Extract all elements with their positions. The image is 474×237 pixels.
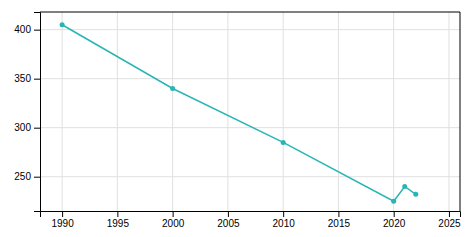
tick-label: 2025	[438, 218, 461, 229]
tick-label: 2005	[217, 218, 240, 229]
grid	[40, 12, 460, 211]
grid-line	[338, 12, 339, 211]
point	[413, 192, 418, 197]
chart: 1990 1995 2000 2005 2010 2015 2020 2025 250 300 35…	[0, 0, 474, 237]
line	[62, 25, 416, 201]
tick-label: 2010	[273, 218, 296, 229]
grid-line	[62, 12, 63, 211]
grid-line	[40, 29, 460, 30]
tick-mark	[34, 30, 40, 31]
grid-line	[227, 12, 228, 211]
grid-line	[117, 12, 118, 211]
tick-label: 2000	[162, 218, 185, 229]
tick: 2020	[383, 211, 406, 229]
grid-line	[283, 12, 284, 211]
point	[281, 140, 286, 145]
tick-mark	[34, 177, 40, 178]
axis-line	[41, 212, 461, 218]
grid-line	[393, 12, 394, 211]
tick: 250	[14, 171, 40, 182]
tick-mark	[117, 211, 118, 217]
tick: 2005	[217, 211, 240, 229]
axis-line	[34, 13, 41, 212]
tick: 2015	[328, 211, 351, 229]
tick-mark	[394, 211, 395, 217]
plot: 1990 1995 2000 2005 2010 2015 2020 2025 250 300 35…	[14, 12, 461, 229]
tick-mark	[62, 211, 63, 217]
tick-mark	[449, 211, 450, 217]
grid-line	[40, 176, 460, 177]
tick-label: 2020	[383, 218, 406, 229]
tick-label: 2015	[328, 218, 351, 229]
point	[391, 199, 396, 204]
tick-mark	[228, 211, 229, 217]
tick-mark	[338, 211, 339, 217]
tick-label: 250	[14, 171, 31, 182]
tick-mark	[34, 79, 40, 80]
grid-line	[172, 12, 173, 211]
tick-mark	[283, 211, 284, 217]
frame	[460, 12, 461, 211]
point	[170, 86, 175, 91]
point	[402, 184, 407, 189]
tick: 400	[14, 24, 40, 35]
tick: 2010	[273, 211, 296, 229]
tick: 350	[14, 73, 40, 84]
y-axis: 250 300 350 400	[14, 13, 40, 212]
tick-label: 300	[14, 122, 31, 133]
marks	[60, 22, 419, 203]
tick-mark	[34, 128, 40, 129]
grid-line	[40, 127, 460, 128]
tick: 2000	[162, 211, 185, 229]
tick: 300	[14, 122, 40, 133]
frame	[40, 12, 460, 13]
tick-label: 400	[14, 24, 31, 35]
tick-label: 1995	[107, 218, 130, 229]
point	[60, 22, 65, 27]
tick-mark	[173, 211, 174, 217]
tick: 2025	[438, 211, 461, 229]
tick-label: 350	[14, 73, 31, 84]
x-axis: 1990 1995 2000 2005 2010 2015 2020 2025	[41, 211, 462, 229]
tick-label: 1990	[51, 218, 74, 229]
grid-line	[40, 78, 460, 79]
grid-line	[448, 12, 449, 211]
tick: 1995	[107, 211, 130, 229]
tick: 1990	[51, 211, 74, 229]
